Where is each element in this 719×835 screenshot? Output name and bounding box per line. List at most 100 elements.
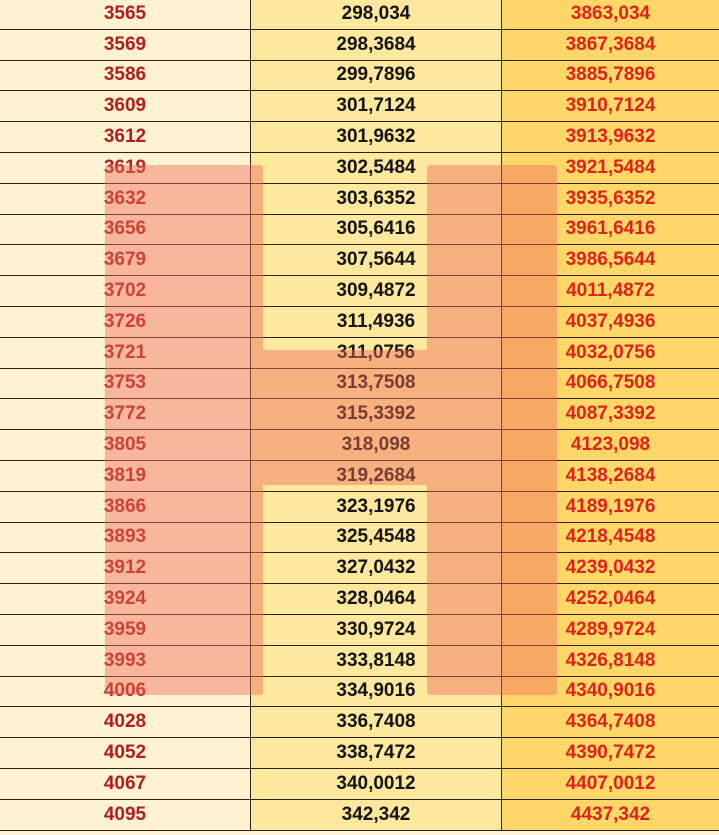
cell-col3[interactable]: 3961,6416: [502, 214, 719, 245]
cell-col3[interactable]: 3910,7124: [502, 91, 719, 122]
cell-col1[interactable]: 3912: [0, 553, 251, 584]
cell-col2[interactable]: 342,342: [251, 799, 502, 830]
cell-col1[interactable]: 3893: [0, 522, 251, 553]
cell-col3[interactable]: 4437,342: [502, 799, 719, 830]
cell-col2[interactable]: 301,7124: [251, 91, 502, 122]
cell-col3[interactable]: 4390,7472: [502, 738, 719, 768]
cell-col3[interactable]: 4138,2684: [502, 460, 719, 491]
cell-col2[interactable]: 340,0012: [251, 768, 502, 799]
cell-col2[interactable]: 311,0756: [251, 337, 502, 368]
cell-col2[interactable]: 325,4548: [251, 522, 502, 553]
cell-col1[interactable]: 3721: [0, 337, 251, 368]
cell-col1[interactable]: 3586: [0, 60, 251, 91]
cell-col1[interactable]: 3609: [0, 91, 251, 122]
cell-col2[interactable]: 311,4936: [251, 306, 502, 337]
cell-col2[interactable]: 333,8148: [251, 645, 502, 676]
table-row: 3565 298,034 3863,034: [0, 0, 719, 30]
cell-col2[interactable]: 338,7472: [251, 738, 502, 768]
cell-col1[interactable]: 3726: [0, 306, 251, 337]
cell-col3[interactable]: 4340,9016: [502, 676, 719, 707]
cell-col1[interactable]: 3569: [0, 29, 251, 60]
cell-col3[interactable]: 4066,7508: [502, 368, 719, 399]
cell-col1[interactable]: 3679: [0, 245, 251, 276]
cell-col3[interactable]: 3863,034: [502, 0, 719, 29]
cell-col3[interactable]: 3986,5644: [502, 245, 719, 276]
cell-col3[interactable]: 4326,8148: [502, 645, 719, 676]
cell-col1[interactable]: 3656: [0, 214, 251, 245]
cell-col3[interactable]: 4218,4548: [502, 522, 719, 553]
table-row: 3753 313,7508 4066,7508: [0, 368, 719, 400]
table-row: 3819 319,2684 4138,2684: [0, 460, 719, 492]
cell-col1[interactable]: 3702: [0, 276, 251, 306]
cell-col2[interactable]: 303,6352: [251, 183, 502, 214]
cell-col2[interactable]: 299,7896: [251, 60, 502, 91]
table-row: 3893 325,4548 4218,4548: [0, 522, 719, 554]
cell-col1[interactable]: 4028: [0, 707, 251, 738]
cell-col3[interactable]: 4032,0756: [502, 337, 719, 368]
table-row: 3609 301,7124 3910,7124: [0, 91, 719, 123]
cell-col1[interactable]: 3753: [0, 368, 251, 399]
cell-col3[interactable]: 4123,098: [502, 430, 719, 460]
cell-col1[interactable]: 3819: [0, 460, 251, 491]
cell-col1[interactable]: 3805: [0, 430, 251, 460]
cell-col3[interactable]: 4037,4936: [502, 306, 719, 337]
cell-col1[interactable]: 3612: [0, 122, 251, 152]
cell-col1[interactable]: 3924: [0, 584, 251, 614]
cell-col3[interactable]: 4289,9724: [502, 614, 719, 645]
cell-col2[interactable]: 336,7408: [251, 707, 502, 738]
cell-col3[interactable]: 4189,1976: [502, 491, 719, 522]
table-row: 3924 328,0464 4252,0464: [0, 584, 719, 615]
cell-col3[interactable]: 3885,7896: [502, 60, 719, 91]
table-row: 4006 334,9016 4340,9016: [0, 676, 719, 708]
cell-col3[interactable]: 3935,6352: [502, 183, 719, 214]
table-row: 3702 309,4872 4011,4872: [0, 276, 719, 307]
cell-col1[interactable]: 3619: [0, 152, 251, 183]
cell-col1[interactable]: 4067: [0, 768, 251, 799]
table-row: 3656 305,6416 3961,6416: [0, 214, 719, 246]
cell-col1[interactable]: 3632: [0, 183, 251, 214]
cell-col2[interactable]: 318,098: [251, 430, 502, 460]
cell-col2[interactable]: 334,9016: [251, 676, 502, 707]
cell-col1[interactable]: 3772: [0, 399, 251, 430]
cell-col1[interactable]: 4095: [0, 799, 251, 830]
table-row: 3679 307,5644 3986,5644: [0, 245, 719, 277]
cell-col2[interactable]: 313,7508: [251, 368, 502, 399]
cell-col2[interactable]: 315,3392: [251, 399, 502, 430]
cell-col3[interactable]: 4011,4872: [502, 276, 719, 306]
cell-col3[interactable]: 4087,3392: [502, 399, 719, 430]
cell-col2[interactable]: 298,3684: [251, 29, 502, 60]
cell-col3[interactable]: 4407,0012: [502, 768, 719, 799]
cell-col3[interactable]: 4239,0432: [502, 553, 719, 584]
cell-col2[interactable]: 305,6416: [251, 214, 502, 245]
cell-col2[interactable]: 301,9632: [251, 122, 502, 152]
cell-col2[interactable]: 302,5484: [251, 152, 502, 183]
table-row: 3805 318,098 4123,098: [0, 430, 719, 461]
table-row: 4067 340,0012 4407,0012: [0, 768, 719, 800]
cell-col2[interactable]: 328,0464: [251, 584, 502, 614]
cell-col3[interactable]: 3867,3684: [502, 29, 719, 60]
cell-col1[interactable]: 3993: [0, 645, 251, 676]
cell-col3[interactable]: 3913,9632: [502, 122, 719, 152]
cell-col1[interactable]: 3959: [0, 614, 251, 645]
cell-col2[interactable]: 319,2684: [251, 460, 502, 491]
table-row: 4052 338,7472 4390,7472: [0, 738, 719, 769]
table-row: 3721 311,0756 4032,0756: [0, 337, 719, 369]
cell-col2[interactable]: 307,5644: [251, 245, 502, 276]
table-row: 3726 311,4936 4037,4936: [0, 306, 719, 338]
cell-col2[interactable]: 327,0432: [251, 553, 502, 584]
cell-col2[interactable]: 323,1976: [251, 491, 502, 522]
cell-col1[interactable]: 3866: [0, 491, 251, 522]
cell-col2[interactable]: 309,4872: [251, 276, 502, 306]
cell-col2[interactable]: 330,9724: [251, 614, 502, 645]
table-row: 4095 342,342 4437,342: [0, 799, 719, 831]
cell-col3[interactable]: 4364,7408: [502, 707, 719, 738]
cell-col1[interactable]: 4006: [0, 676, 251, 707]
table-row: 3586 299,7896 3885,7896: [0, 60, 719, 92]
cell-col1[interactable]: 4052: [0, 738, 251, 768]
cell-col1[interactable]: 3565: [0, 0, 251, 29]
cell-col3[interactable]: 4252,0464: [502, 584, 719, 614]
cell-col2[interactable]: 298,034: [251, 0, 502, 29]
cell-col3[interactable]: 3921,5484: [502, 152, 719, 183]
table-row: 3632 303,6352 3935,6352: [0, 183, 719, 215]
